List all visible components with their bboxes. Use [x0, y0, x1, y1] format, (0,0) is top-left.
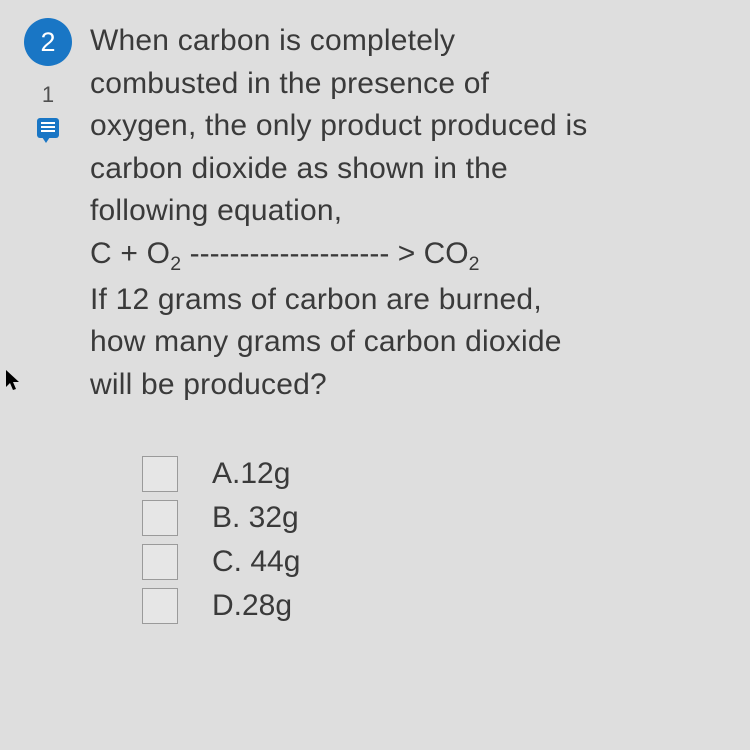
mouse-cursor-icon — [6, 370, 22, 399]
stem-line: carbon dioxide as shown in the — [90, 148, 730, 191]
checkbox-icon[interactable] — [142, 456, 178, 492]
stem-line: how many grams of carbon dioxide — [90, 321, 730, 364]
answer-list: A.12g B. 32g C. 44g D.28g — [90, 452, 730, 628]
stem-line: combusted in the presence of — [90, 63, 730, 106]
answer-option-a[interactable]: A.12g — [142, 452, 730, 496]
stem-line: following equation, — [90, 190, 730, 233]
answer-option-c[interactable]: C. 44g — [142, 540, 730, 584]
answer-label: D.28g — [212, 589, 292, 623]
question-number: 2 — [40, 27, 55, 58]
checkbox-icon[interactable] — [142, 588, 178, 624]
checkbox-icon[interactable] — [142, 544, 178, 580]
comment-icon[interactable] — [37, 118, 59, 138]
answer-label: A.12g — [212, 457, 290, 491]
equation-line: C + O2 -------------------- > CO2 — [90, 233, 730, 279]
question-number-badge: 2 — [24, 18, 72, 66]
stem-line: will be produced? — [90, 364, 730, 407]
stem-line: oxygen, the only product produced is — [90, 105, 730, 148]
eq-sub: 2 — [469, 253, 480, 275]
stem-line: If 12 grams of carbon are burned, — [90, 279, 730, 322]
left-sidebar: 2 1 — [18, 18, 78, 138]
eq-reactants: C + O — [90, 237, 170, 270]
answer-option-d[interactable]: D.28g — [142, 584, 730, 628]
checkbox-icon[interactable] — [142, 500, 178, 536]
sub-number: 1 — [42, 82, 54, 108]
question-stem: When carbon is completely combusted in t… — [90, 20, 730, 406]
answer-option-b[interactable]: B. 32g — [142, 496, 730, 540]
eq-sub: 2 — [170, 253, 181, 275]
question-page: 2 1 When carbon is completely combusted … — [0, 0, 750, 750]
eq-arrow: -------------------- > CO — [181, 237, 468, 270]
stem-line: When carbon is completely — [90, 20, 730, 63]
comment-lines-icon — [41, 122, 55, 124]
answer-label: B. 32g — [212, 501, 299, 535]
answer-label: C. 44g — [212, 545, 300, 579]
